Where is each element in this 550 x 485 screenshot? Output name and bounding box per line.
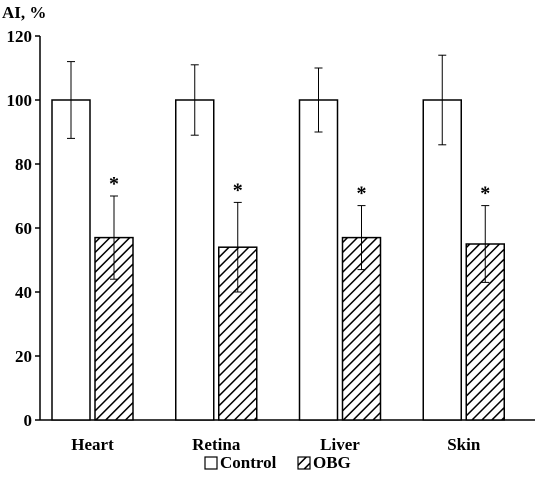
labels-layer: * Heart * Retina * Liver * Skin — [71, 173, 490, 454]
y-tick-label: 80 — [15, 155, 32, 174]
bar-control — [51, 99, 91, 421]
significance-marker: * — [357, 183, 367, 205]
category-label: Skin — [447, 435, 481, 454]
y-tick-label: 100 — [7, 91, 33, 110]
y-tick-label: 120 — [7, 27, 33, 46]
y-tick-label: 60 — [15, 219, 32, 238]
bars-layer — [51, 54, 505, 421]
y-tick-label: 40 — [15, 283, 32, 302]
legend-swatch-obg — [297, 456, 311, 470]
bar-control — [422, 99, 462, 421]
category-label: Liver — [320, 435, 360, 454]
y-tick-label: 20 — [15, 347, 32, 366]
significance-marker: * — [480, 183, 490, 205]
bar-control — [175, 99, 215, 421]
legend-label-control: Control — [220, 453, 277, 472]
significance-marker: * — [233, 179, 243, 201]
significance-marker: * — [109, 173, 119, 195]
y-tick-label: 0 — [24, 411, 33, 430]
bar-control — [298, 99, 339, 421]
category-label: Retina — [192, 435, 241, 454]
category-label: Heart — [71, 435, 114, 454]
legend-swatch-control — [204, 456, 218, 470]
legend-label-obg: OBG — [313, 453, 351, 472]
y-axis-label: AI, % — [2, 3, 46, 22]
legend: Control OBG — [204, 453, 351, 472]
